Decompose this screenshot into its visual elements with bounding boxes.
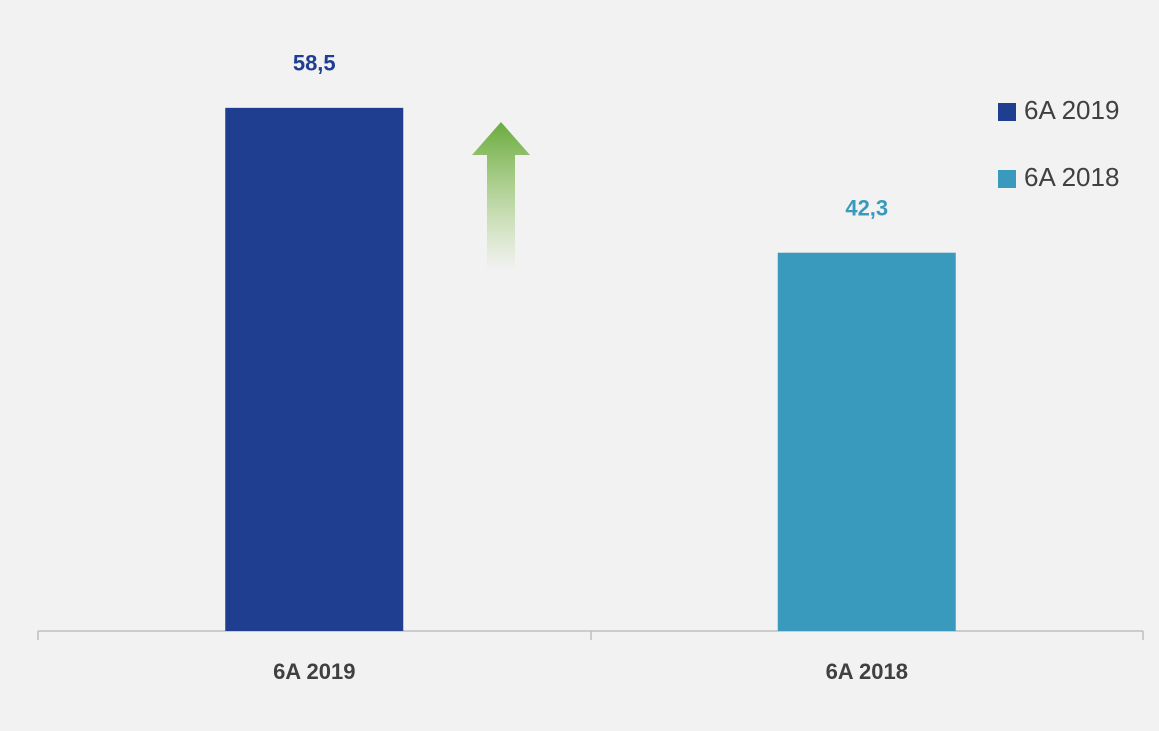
- bar: [225, 107, 404, 632]
- data-label: 58,5: [293, 51, 336, 76]
- legend-label: 6A 2019: [1024, 95, 1119, 125]
- legend-swatch: [998, 103, 1016, 121]
- legend-label: 6A 2018: [1024, 162, 1119, 192]
- legend-swatch: [998, 170, 1016, 188]
- data-label: 42,3: [845, 196, 888, 221]
- up-arrow: [472, 122, 530, 270]
- x-tick-label: 6A 2018: [826, 659, 908, 684]
- bar: [777, 252, 956, 631]
- x-tick-label: 6A 2019: [273, 659, 355, 684]
